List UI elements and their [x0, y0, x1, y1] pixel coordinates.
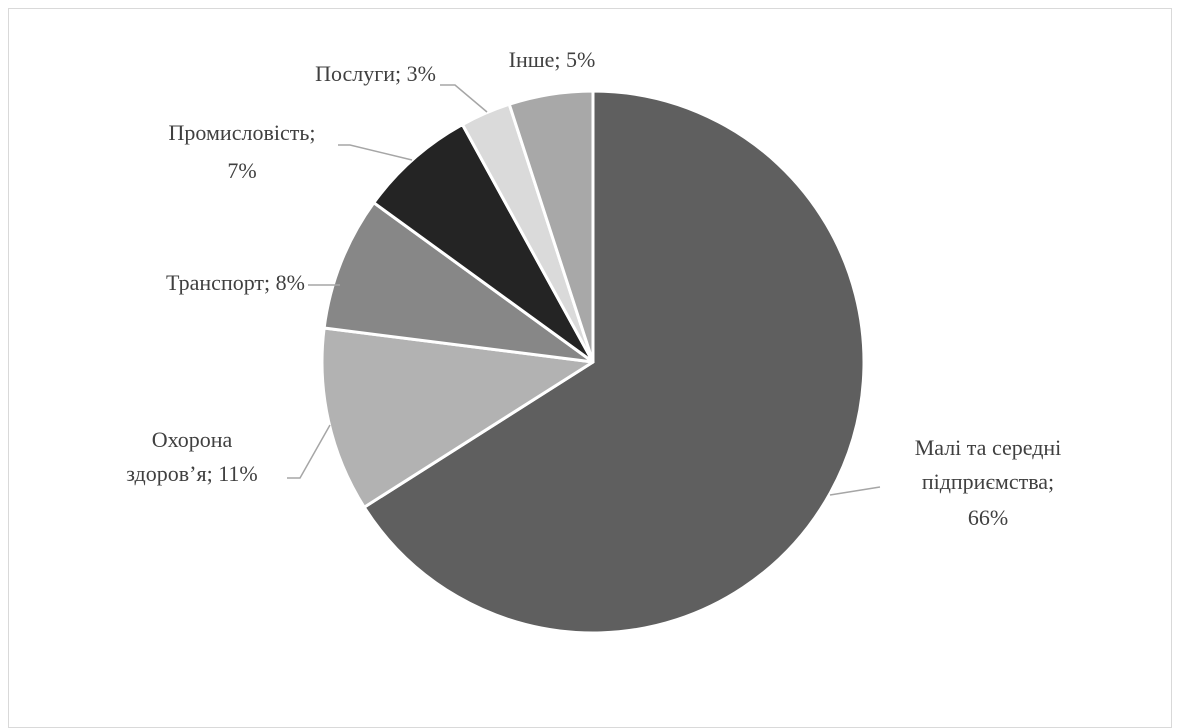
- label-industry-line-1: Промисловість;: [169, 120, 316, 145]
- pie-slice-5: [507, 89, 595, 364]
- pie-slice-3: [372, 123, 595, 364]
- pie-slices: [320, 89, 866, 635]
- label-transport: Транспорт; 8%: [166, 270, 305, 295]
- label-health-line-2: здоров’я; 11%: [126, 461, 257, 486]
- label-other-line-1: Інше; 5%: [509, 47, 596, 72]
- label-mse-line-2: підприємства;: [922, 469, 1054, 494]
- label-other: Інше; 5%: [509, 47, 596, 72]
- pie-slice-2: [322, 201, 595, 364]
- leader-line-health: [287, 424, 331, 479]
- label-industry: Промисловість; 7%: [169, 120, 316, 183]
- leader-line-industry: [338, 144, 413, 161]
- label-health-line-1: Охорона: [152, 427, 233, 452]
- pie-chart: Малі та середні підприємства; 66% Охорон…: [126, 47, 1062, 635]
- label-transport-line-1: Транспорт; 8%: [166, 270, 305, 295]
- label-industry-line-2: 7%: [227, 158, 256, 183]
- pie-slice-1: [320, 326, 595, 509]
- label-mse-line-1: Малі та середні: [915, 435, 1062, 460]
- label-services-line-1: Послуги; 3%: [315, 61, 436, 86]
- pie-slice-0: [362, 89, 866, 635]
- label-health: Охорона здоров’я; 11%: [126, 427, 257, 486]
- leader-line-mse: [829, 486, 881, 496]
- label-mse-line-3: 66%: [968, 505, 1008, 530]
- label-mse: Малі та середні підприємства; 66%: [915, 435, 1062, 530]
- label-services: Послуги; 3%: [315, 61, 436, 86]
- leader-line-services: [440, 84, 488, 113]
